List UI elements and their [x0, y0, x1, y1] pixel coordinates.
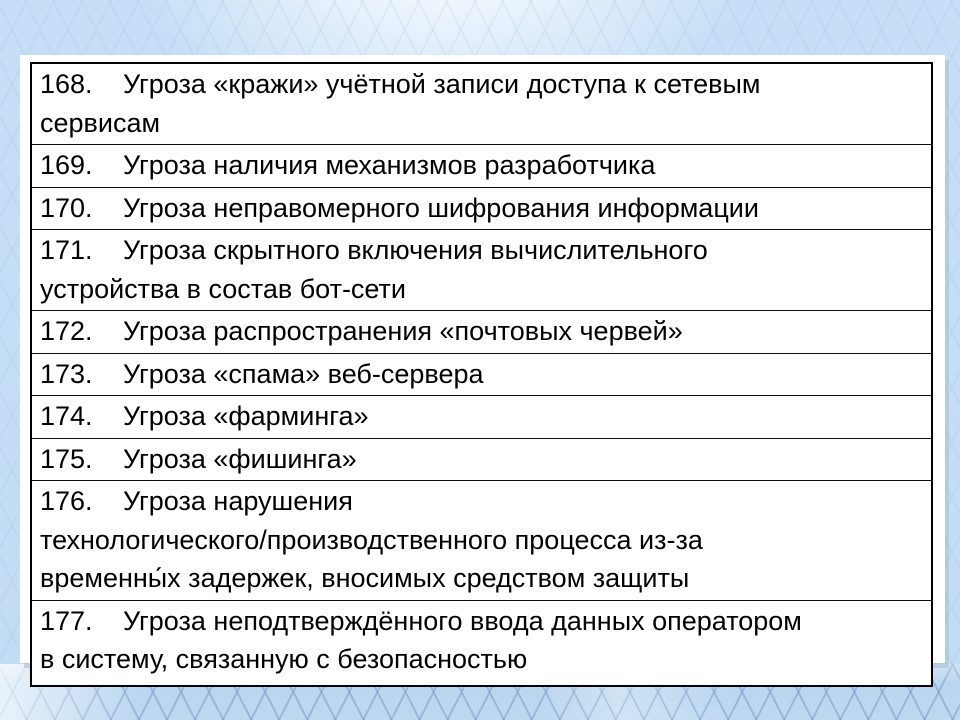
table-row: 175. Угроза «фишинга» — [32, 437, 931, 481]
table-row: 177. Угроза неподтверждённого ввода данны… — [32, 599, 931, 685]
row-number: 172. — [40, 316, 93, 346]
table-row: 170. Угроза неправомерного шифрования инф… — [32, 186, 931, 230]
row-text: Угроза нарушения технологического/произв… — [40, 486, 703, 593]
row-text: Угроза «фишинга» — [123, 443, 357, 474]
table-row: 168. Угроза «кражи» учётной записи доступ… — [32, 64, 931, 144]
row-text: Угроза распространения «почтовых червей» — [123, 316, 683, 346]
table-row: 171. Угроза скрытного включения вычислите… — [32, 229, 931, 310]
table-row: 174. Угроза «фарминга» — [32, 395, 931, 438]
table-row: 176. Угроза нарушения технологического/пр… — [32, 480, 931, 600]
row-text: Угроза наличия механизмов разработчика — [123, 150, 656, 180]
row-text: Угроза неподтверждённого ввода данных оп… — [40, 605, 802, 675]
row-text: Угроза скрытного включения вычислительно… — [40, 235, 708, 304]
content-panel: 168. Угроза «кражи» учётной записи доступ… — [20, 55, 945, 687]
table-row: 173. Угроза «спама» веб-сервера — [32, 352, 931, 396]
table-row: 172. Угроза распространения «почтовых чер… — [32, 310, 931, 353]
row-text: Угроза «фарминга» — [123, 401, 369, 431]
row-text: Угроза неправомерного шифрования информа… — [123, 192, 759, 223]
row-number: 174. — [40, 401, 93, 431]
row-number: 173. — [40, 358, 93, 389]
row-number: 176. — [40, 486, 93, 516]
row-number: 168. — [40, 69, 93, 99]
row-number: 169. — [40, 150, 93, 180]
threats-table: 168. Угроза «кражи» учётной записи доступ… — [30, 62, 933, 687]
row-number: 175. — [40, 443, 93, 474]
table-row: 169. Угроза наличия механизмов разработчи… — [32, 144, 931, 187]
row-number: 170. — [40, 192, 93, 223]
row-number: 171. — [40, 235, 93, 265]
row-text: Угроза «спама» веб-сервера — [123, 358, 484, 389]
row-text: Угроза «кражи» учётной записи доступа к … — [40, 69, 761, 138]
row-number: 177. — [40, 605, 93, 636]
